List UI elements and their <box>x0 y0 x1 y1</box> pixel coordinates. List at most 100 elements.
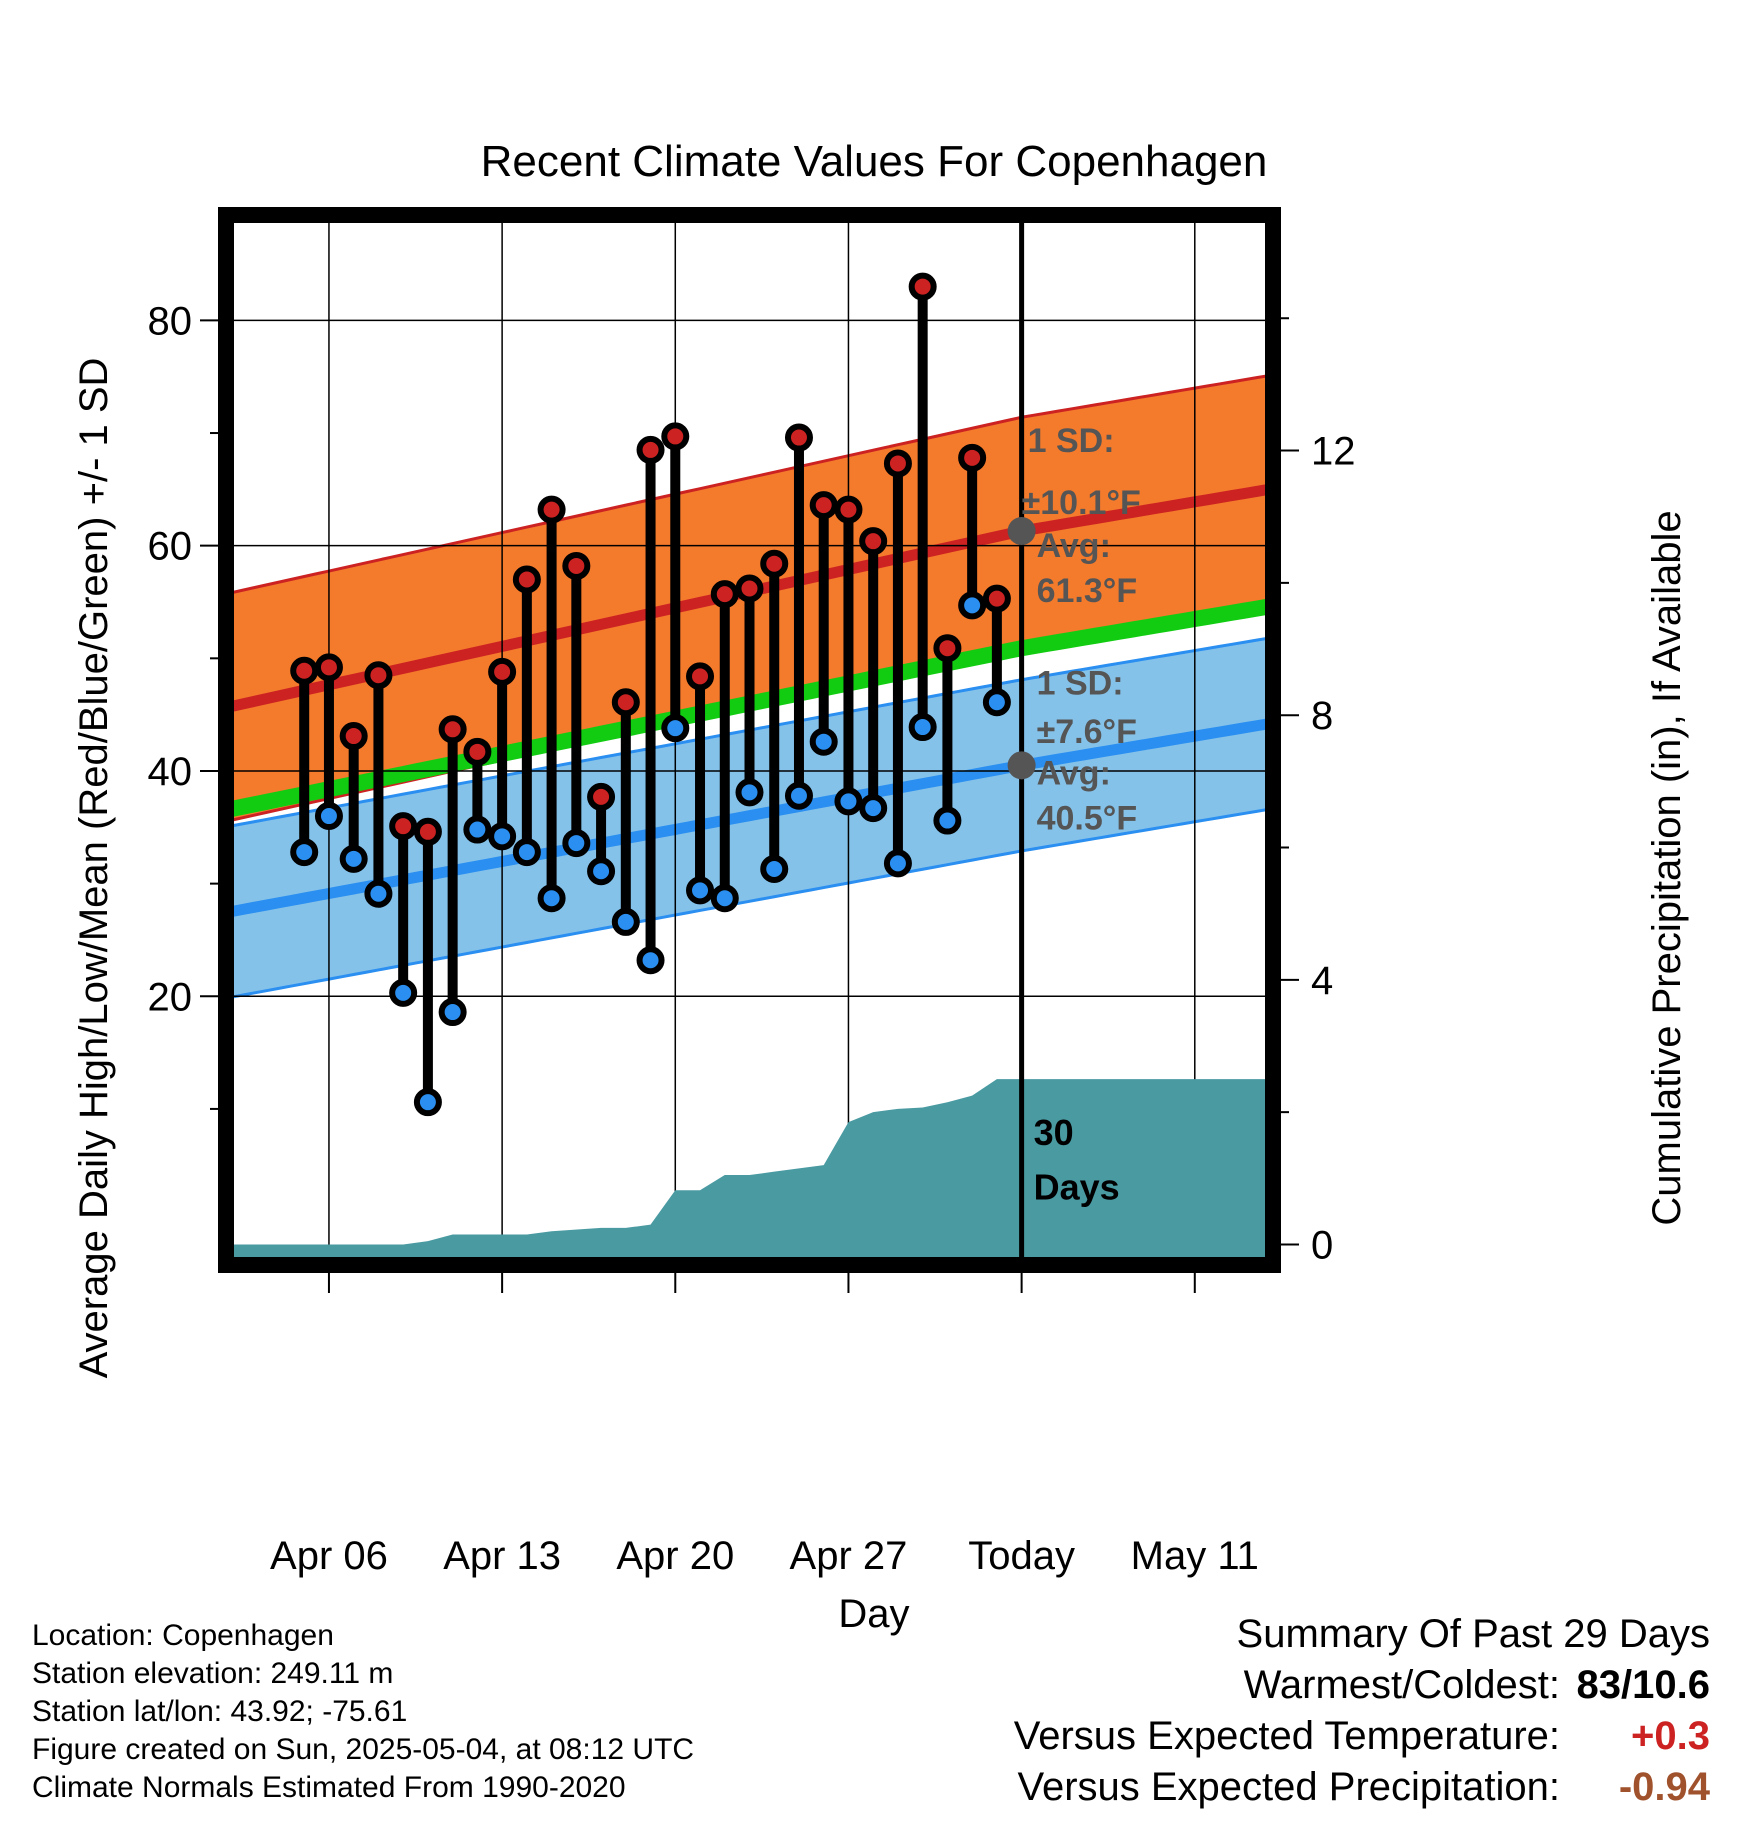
low-point <box>760 854 789 883</box>
high-point <box>463 737 492 766</box>
high-point <box>710 580 739 609</box>
plot-frame <box>218 207 1281 1273</box>
normals-text: Climate Normals Estimated From 1990-2020 <box>32 1771 626 1804</box>
low-point <box>636 946 665 975</box>
high-point <box>661 422 690 451</box>
y-tick-label: 60 <box>148 525 193 569</box>
precip-anomaly-label: Versus Expected Precipitation: <box>1017 1765 1560 1809</box>
y2-axis-label: Cumulative Precipitation (in), If Availa… <box>1645 510 1689 1225</box>
x-axis-label: Day <box>838 1592 909 1636</box>
latlon-text: Station lat/lon: 43.92; -75.61 <box>32 1695 408 1728</box>
temp-anomaly-value: +0.3 <box>1631 1714 1710 1758</box>
plot-area <box>230 219 1269 1261</box>
low-point <box>562 829 591 858</box>
high-point <box>339 722 368 751</box>
low-point <box>611 907 640 936</box>
summary-panel: Summary Of Past 29 Days Warmest/Coldest:… <box>1014 1612 1710 1816</box>
x-tick-label: Apr 13 <box>443 1534 561 1578</box>
high-point <box>562 551 591 580</box>
low-point <box>859 794 888 823</box>
high-point <box>364 661 393 690</box>
low-point <box>710 884 739 913</box>
low-point <box>686 876 715 905</box>
low-normal-annotation: ±7.6°F <box>1037 713 1137 751</box>
low-point <box>834 787 863 816</box>
summary-header: Summary Of Past 29 Days <box>1236 1612 1710 1656</box>
chart-title: Recent Climate Values For Copenhagen <box>481 137 1268 186</box>
low-point <box>364 879 393 908</box>
high-point <box>636 435 665 464</box>
y-tick-label: 40 <box>148 750 193 794</box>
y-ticks <box>200 317 1299 1293</box>
x-tick-label: Today <box>968 1534 1075 1578</box>
station-info: Location: Copenhagen Station elevation: … <box>32 1617 694 1807</box>
high-point <box>587 782 616 811</box>
low-avg-marker <box>1007 751 1036 780</box>
period-annotation: Days <box>1034 1166 1120 1207</box>
high-point <box>438 715 467 744</box>
y2-tick-label: 4 <box>1311 959 1333 1003</box>
warm-cold-value: 83/10.6 <box>1576 1663 1710 1707</box>
low-point <box>413 1088 442 1117</box>
low-point <box>488 822 517 851</box>
high-normal-annotation: 61.3°F <box>1037 572 1138 610</box>
high-point <box>413 817 442 846</box>
low-point <box>982 688 1011 717</box>
x-tick-label: May 11 <box>1131 1534 1259 1578</box>
high-point <box>537 495 566 524</box>
low-point <box>463 815 492 844</box>
elevation-text: Station elevation: 249.11 m <box>32 1657 394 1690</box>
low-normal-annotation: 1 SD: <box>1037 664 1124 702</box>
low-normal-annotation: Avg: <box>1037 754 1111 792</box>
y2-tick-label: 8 <box>1311 694 1333 738</box>
high-point <box>784 423 813 452</box>
x-tick-label: Apr 06 <box>270 1534 388 1578</box>
precipitation-area <box>230 1079 1269 1261</box>
high-point <box>982 584 1011 613</box>
high-point <box>735 574 764 603</box>
high-point <box>859 527 888 556</box>
high-point <box>290 656 319 685</box>
low-normal-annotation: 40.5°F <box>1037 800 1138 838</box>
low-point <box>784 781 813 810</box>
high-point <box>908 272 937 301</box>
low-point <box>389 978 418 1007</box>
low-point <box>537 884 566 913</box>
y-tick-label: 80 <box>148 299 193 343</box>
created-text: Figure created on Sun, 2025-05-04, at 08… <box>32 1733 695 1766</box>
low-point <box>958 591 987 620</box>
period-annotation: 30 <box>1034 1112 1074 1153</box>
location-text: Location: Copenhagen <box>32 1619 334 1652</box>
low-point <box>587 857 616 886</box>
high-point <box>809 491 838 520</box>
low-point <box>661 714 690 743</box>
temp-anomaly-label: Versus Expected Temperature: <box>1013 1714 1560 1758</box>
low-point <box>339 844 368 873</box>
high-point <box>686 662 715 691</box>
high-point <box>834 495 863 524</box>
low-point <box>290 838 319 867</box>
low-point <box>809 727 838 756</box>
high-point <box>389 812 418 841</box>
high-normal-annotation: 1 SD: <box>1028 422 1115 460</box>
high-point <box>933 634 962 663</box>
low-point <box>512 838 541 867</box>
y2-tick-label: 12 <box>1311 430 1356 474</box>
high-point <box>883 449 912 478</box>
high-point <box>314 653 343 682</box>
low-point <box>908 713 937 742</box>
low-point <box>735 778 764 807</box>
high-point <box>760 549 789 578</box>
low-point <box>883 849 912 878</box>
precip-anomaly-value: -0.94 <box>1618 1765 1710 1809</box>
low-point <box>314 802 343 831</box>
high-normal-band-upper-edge <box>230 374 1269 595</box>
warm-cold-label: Warmest/Coldest: <box>1243 1663 1560 1707</box>
x-tick-label: Apr 20 <box>616 1534 734 1578</box>
high-point <box>488 657 517 686</box>
high-point <box>958 443 987 472</box>
y-axis-label: Average Daily High/Low/Mean (Red/Blue/Gr… <box>72 358 116 1379</box>
high-point <box>611 688 640 717</box>
x-tick-label: Apr 27 <box>790 1534 908 1578</box>
